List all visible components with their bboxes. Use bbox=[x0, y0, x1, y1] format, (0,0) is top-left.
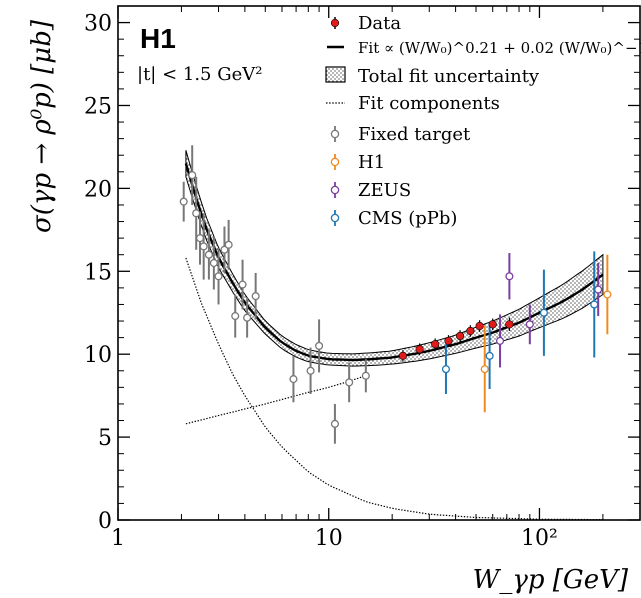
legend-item-h1: H1 bbox=[330, 152, 385, 173]
legend-label-band: Total fit uncertainty bbox=[358, 66, 540, 87]
y-tick-label: 10 bbox=[84, 343, 112, 368]
legend-label-fit: Fit ∝ (W/W₀)^0.21 + 0.02 (W/W₀)^−1.45 bbox=[358, 39, 641, 57]
legend-marker-h1 bbox=[330, 157, 340, 167]
plot-area bbox=[179, 145, 612, 521]
data-point bbox=[195, 234, 205, 243]
legend-label-data: Data bbox=[358, 13, 401, 34]
data-point bbox=[495, 336, 505, 345]
data-point bbox=[590, 300, 599, 309]
y-tick-label: 5 bbox=[98, 426, 112, 451]
data-point bbox=[199, 242, 208, 251]
cut-label: |t| < 1.5 GeV² bbox=[137, 64, 262, 85]
y-tick-label: 25 bbox=[84, 94, 112, 119]
data-point bbox=[192, 209, 201, 218]
plot-frame bbox=[117, 5, 641, 521]
fit-component-falling bbox=[185, 257, 603, 521]
legend: Data Fit ∝ (W/W₀)^0.21 + 0.02 (W/W₀)^−1.… bbox=[325, 13, 641, 229]
data-point bbox=[488, 320, 497, 329]
series-fixed-target bbox=[179, 145, 370, 444]
y-tick-label: 30 bbox=[84, 12, 112, 37]
y-tick-label: 20 bbox=[84, 177, 112, 202]
data-point bbox=[214, 272, 223, 281]
data-point bbox=[441, 365, 451, 374]
fit-uncertainty-band bbox=[185, 150, 604, 367]
series-cms-ppb bbox=[441, 251, 599, 394]
legend-item-data: Data bbox=[330, 13, 401, 34]
data-point bbox=[539, 308, 548, 317]
y-axis-label: σ(γp → ρ⁰p) [μb] bbox=[27, 19, 57, 233]
data-point bbox=[345, 378, 354, 387]
legend-label-fixed-target: Fixed target bbox=[358, 124, 471, 145]
data-point bbox=[444, 336, 453, 346]
data-point bbox=[224, 240, 233, 249]
data-point bbox=[204, 250, 213, 259]
x-tick-label: 10 bbox=[315, 526, 343, 551]
data-point bbox=[398, 351, 408, 360]
legend-marker-band bbox=[325, 66, 346, 83]
data-point bbox=[525, 320, 534, 329]
legend-item-fixed-target: Fixed target bbox=[330, 124, 471, 145]
data-point bbox=[466, 326, 475, 336]
data-point bbox=[289, 375, 298, 384]
fit-component-rising bbox=[185, 375, 366, 425]
data-point bbox=[361, 371, 370, 380]
data-point bbox=[306, 366, 315, 375]
y-tick-label: 15 bbox=[84, 260, 112, 285]
data-point bbox=[209, 258, 218, 268]
series-data bbox=[398, 317, 514, 362]
data-point bbox=[431, 340, 440, 349]
data-point bbox=[505, 272, 514, 281]
data-point bbox=[179, 197, 188, 206]
legend-label-zeus: ZEUS bbox=[358, 180, 411, 201]
y-tick-label: 0 bbox=[98, 509, 112, 534]
data-point bbox=[505, 320, 514, 329]
data-point bbox=[238, 280, 247, 289]
data-point bbox=[594, 285, 603, 294]
legend-label-h1: H1 bbox=[358, 152, 385, 173]
legend-marker-cms bbox=[330, 213, 340, 223]
legend-label-components: Fit components bbox=[358, 93, 500, 114]
data-point bbox=[231, 312, 240, 321]
data-point bbox=[475, 321, 484, 331]
data-point bbox=[243, 313, 252, 322]
x-tick-label: 10² bbox=[521, 526, 558, 551]
legend-label-cms: CMS (pPb) bbox=[358, 208, 457, 229]
data-point bbox=[415, 345, 424, 354]
data-point bbox=[188, 171, 197, 180]
legend-item-band: Total fit uncertainty bbox=[325, 66, 540, 87]
legend-marker-zeus bbox=[330, 185, 340, 195]
experiment-label: H1 bbox=[140, 23, 176, 54]
data-point bbox=[480, 365, 489, 374]
data-point bbox=[603, 290, 612, 299]
legend-marker-fixed-target bbox=[330, 129, 340, 139]
legend-item-fit: Fit ∝ (W/W₀)^0.21 + 0.02 (W/W₀)^−1.45 bbox=[327, 39, 641, 57]
x-tick-label: 1 bbox=[111, 526, 125, 551]
legend-item-components: Fit components bbox=[326, 93, 500, 114]
series-h1 bbox=[480, 254, 612, 413]
data-point bbox=[485, 351, 494, 360]
legend-marker-data bbox=[330, 18, 340, 28]
data-point bbox=[251, 292, 260, 301]
data-point bbox=[330, 419, 339, 428]
legend-item-cms: CMS (pPb) bbox=[330, 208, 457, 229]
axes: 0 5 10 15 20 25 30 1 10 10² bbox=[84, 5, 641, 551]
legend-item-zeus: ZEUS bbox=[330, 180, 411, 201]
data-point bbox=[455, 331, 465, 341]
x-axis-label: W_γp [GeV] bbox=[473, 565, 629, 595]
data-point bbox=[315, 341, 324, 350]
series-zeus bbox=[495, 253, 603, 368]
